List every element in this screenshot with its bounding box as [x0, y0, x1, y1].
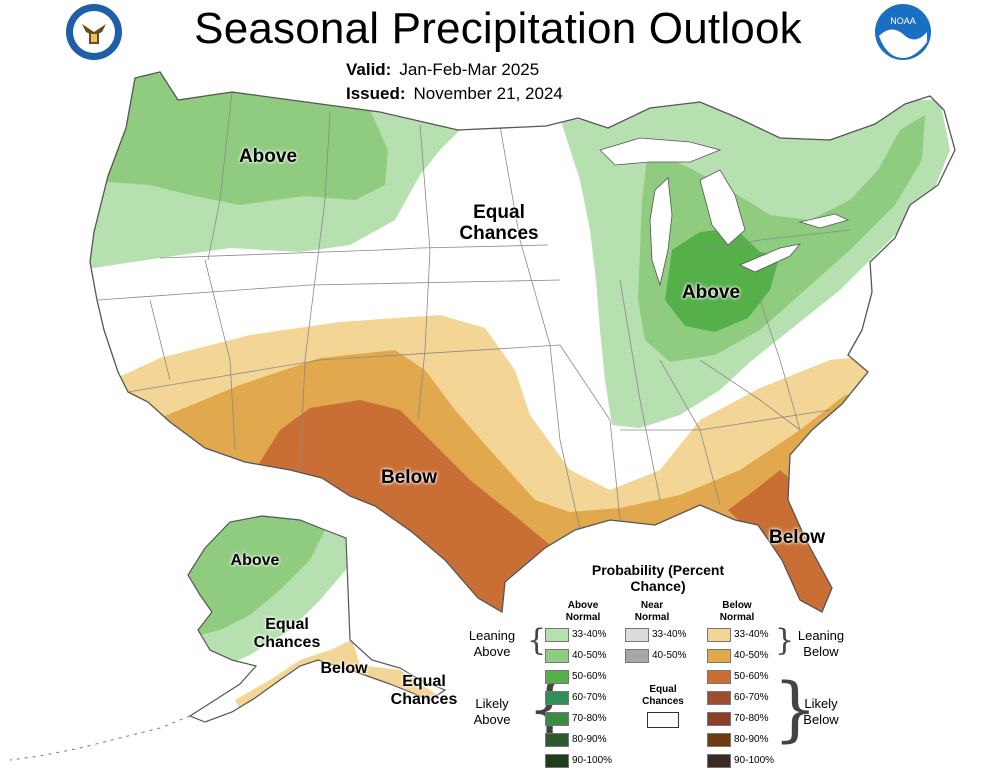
label-ak-aleutians-equal-chances: Equal Chances	[390, 673, 458, 708]
label-above-40-50: 40-50%	[572, 650, 607, 661]
valid-value: Jan-Feb-Mar 2025	[399, 60, 540, 79]
valid-period: Valid: Jan-Feb-Mar 2025	[346, 60, 539, 80]
swatch-below-60-70	[707, 691, 731, 705]
nw-above-40-50	[90, 72, 388, 205]
legend-above-header: Above Normal	[565, 600, 601, 623]
legend-likely-below: Likely Below	[803, 696, 839, 728]
page-title: Seasonal Precipitation Outlook	[194, 4, 802, 53]
noaa-logo-text: NOAA	[890, 16, 916, 26]
state-borders	[97, 91, 851, 531]
label-below-40-50: 40-50%	[734, 650, 769, 661]
label-nw-above: Above	[238, 146, 298, 167]
label-below-33-40: 33-40%	[734, 629, 769, 640]
alaska-outline	[187, 515, 447, 723]
equal-chances-swatch	[647, 712, 679, 728]
commerce-seal-icon	[66, 4, 122, 60]
label-above-33-40: 33-40%	[572, 629, 607, 640]
lake-michigan	[649, 177, 673, 287]
swatch-below-90-100	[707, 754, 731, 768]
label-sw-below: Below	[381, 467, 437, 488]
legend-equal-chances: Equal Chances	[642, 684, 684, 707]
swatch-above-50-60	[545, 670, 569, 684]
lake-ontario	[798, 213, 850, 229]
label-ak-below: Below	[320, 660, 368, 677]
swatch-below-50-60	[707, 670, 731, 684]
swatch-above-60-70	[545, 691, 569, 705]
issued-value: November 21, 2024	[413, 84, 563, 103]
label-below-50-60: 50-60%	[734, 671, 769, 682]
label-above-60-70: 60-70%	[572, 692, 607, 703]
label-above-80-90: 80-90%	[572, 734, 607, 745]
label-gl-above: Above	[681, 282, 741, 303]
ak-above-40-50	[188, 516, 330, 640]
noaa-logo-icon: NOAA	[875, 4, 931, 60]
issued-label: Issued:	[346, 84, 406, 103]
legend-near-header: Near Normal	[634, 600, 670, 623]
south-below-50-60	[255, 400, 550, 612]
legend: Probability (Percent Chance) Above Norma…	[455, 562, 850, 768]
legend-title: Probability (Percent Chance)	[591, 562, 725, 595]
label-below-60-70: 60-70%	[734, 692, 769, 703]
label-below-80-90: 80-90%	[734, 734, 769, 745]
swatch-above-33-40	[545, 628, 569, 642]
label-fl-below: Below	[769, 527, 825, 548]
lake-huron	[699, 169, 746, 246]
label-central-equal-chances: Equal Chances	[459, 202, 539, 244]
label-below-70-80: 70-80%	[734, 713, 769, 724]
florida-below-50-60	[728, 470, 835, 612]
swatch-above-40-50	[545, 649, 569, 663]
likely-below-brace: }	[773, 668, 818, 750]
lake-superior	[599, 137, 722, 166]
aleutian-islands	[9, 715, 191, 761]
lake-erie	[739, 243, 802, 273]
legend-below-header: Below Normal	[719, 600, 755, 623]
label-above-50-60: 50-60%	[572, 671, 607, 682]
swatch-above-70-80	[545, 712, 569, 726]
label-above-90-100: 90-100%	[572, 755, 613, 766]
label-near-33-40: 33-40%	[652, 629, 687, 640]
swatch-below-33-40	[707, 628, 731, 642]
label-ak-above: Above	[230, 552, 280, 569]
swatch-near-33-40	[625, 628, 649, 642]
valid-label: Valid:	[346, 60, 392, 79]
legend-likely-above: Likely Above	[473, 696, 511, 728]
label-ak-equal-chances: Equal Chances	[253, 616, 321, 651]
label-near-40-50: 40-50%	[652, 650, 687, 661]
likely-above-brace: {	[527, 668, 572, 750]
swatch-below-40-50	[707, 649, 731, 663]
conus-outline	[89, 71, 956, 614]
leaning-above-brace: {	[527, 623, 547, 658]
swatch-below-70-80	[707, 712, 731, 726]
label-below-90-100: 90-100%	[734, 755, 775, 766]
swatch-above-80-90	[545, 733, 569, 747]
legend-leaning-above: Leaning Above	[468, 628, 516, 660]
issued-date: Issued: November 21, 2024	[346, 84, 563, 104]
swatch-below-80-90	[707, 733, 731, 747]
legend-leaning-below: Leaning Below	[797, 628, 845, 660]
swatch-above-90-100	[545, 754, 569, 768]
swatch-near-40-50	[625, 649, 649, 663]
leaning-below-brace: }	[775, 623, 795, 658]
gl-above-50-60	[665, 228, 780, 332]
label-above-70-80: 70-80%	[572, 713, 607, 724]
